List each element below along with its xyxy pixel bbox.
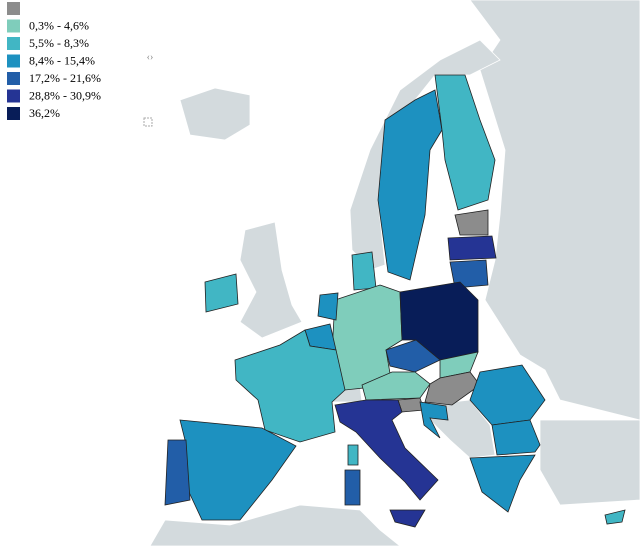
legend-swatch (7, 107, 20, 120)
legend-swatch (7, 89, 20, 103)
lithuania (449, 259, 489, 289)
greece (469, 454, 536, 513)
denmark (351, 251, 377, 291)
sweden (377, 89, 443, 281)
estonia (454, 209, 489, 236)
corsica (347, 444, 359, 466)
united-kingdom (239, 221, 303, 339)
slovenia (397, 397, 425, 413)
legend-swatch (7, 2, 20, 15)
netherlands (317, 292, 339, 321)
iceland (179, 87, 251, 141)
legend-swatch (7, 54, 20, 68)
legend-swatch (7, 72, 20, 85)
czechia (385, 339, 441, 373)
legend-swatch (7, 19, 20, 33)
legend-label: 0,3% - 4,6% (29, 18, 89, 32)
italy (334, 399, 439, 501)
turkey (539, 419, 640, 506)
finland (434, 74, 496, 211)
legend-label: 28,8% - 30,9% (29, 88, 101, 102)
sicily (389, 509, 426, 528)
sardinia (344, 469, 361, 506)
eu-countries (164, 74, 626, 528)
cyprus (604, 509, 626, 525)
france (234, 329, 346, 443)
map-controls: ‹› (143, 52, 154, 127)
zoom-icon[interactable] (143, 117, 153, 127)
portugal (164, 439, 191, 506)
legend-label: 17,2% - 21,6% (29, 71, 101, 85)
africa (149, 504, 401, 546)
legend-label: 5,5% - 8,3% (29, 36, 89, 50)
ireland (204, 273, 239, 313)
legend-label: 36,2% (29, 106, 60, 120)
bulgaria (491, 419, 541, 456)
non-eu-land (149, 0, 640, 546)
croatia (419, 401, 449, 439)
latvia (447, 235, 497, 261)
pan-icon[interactable]: ‹› (147, 52, 154, 63)
russia-east (469, 0, 640, 421)
legend-label: 8,4% - 15,4% (29, 53, 95, 67)
legend-swatch (7, 37, 20, 50)
legend: 0,3% - 4,6% 5,5% - 8,3% 8,4% - 15,4% 17,2% … (7, 2, 101, 120)
